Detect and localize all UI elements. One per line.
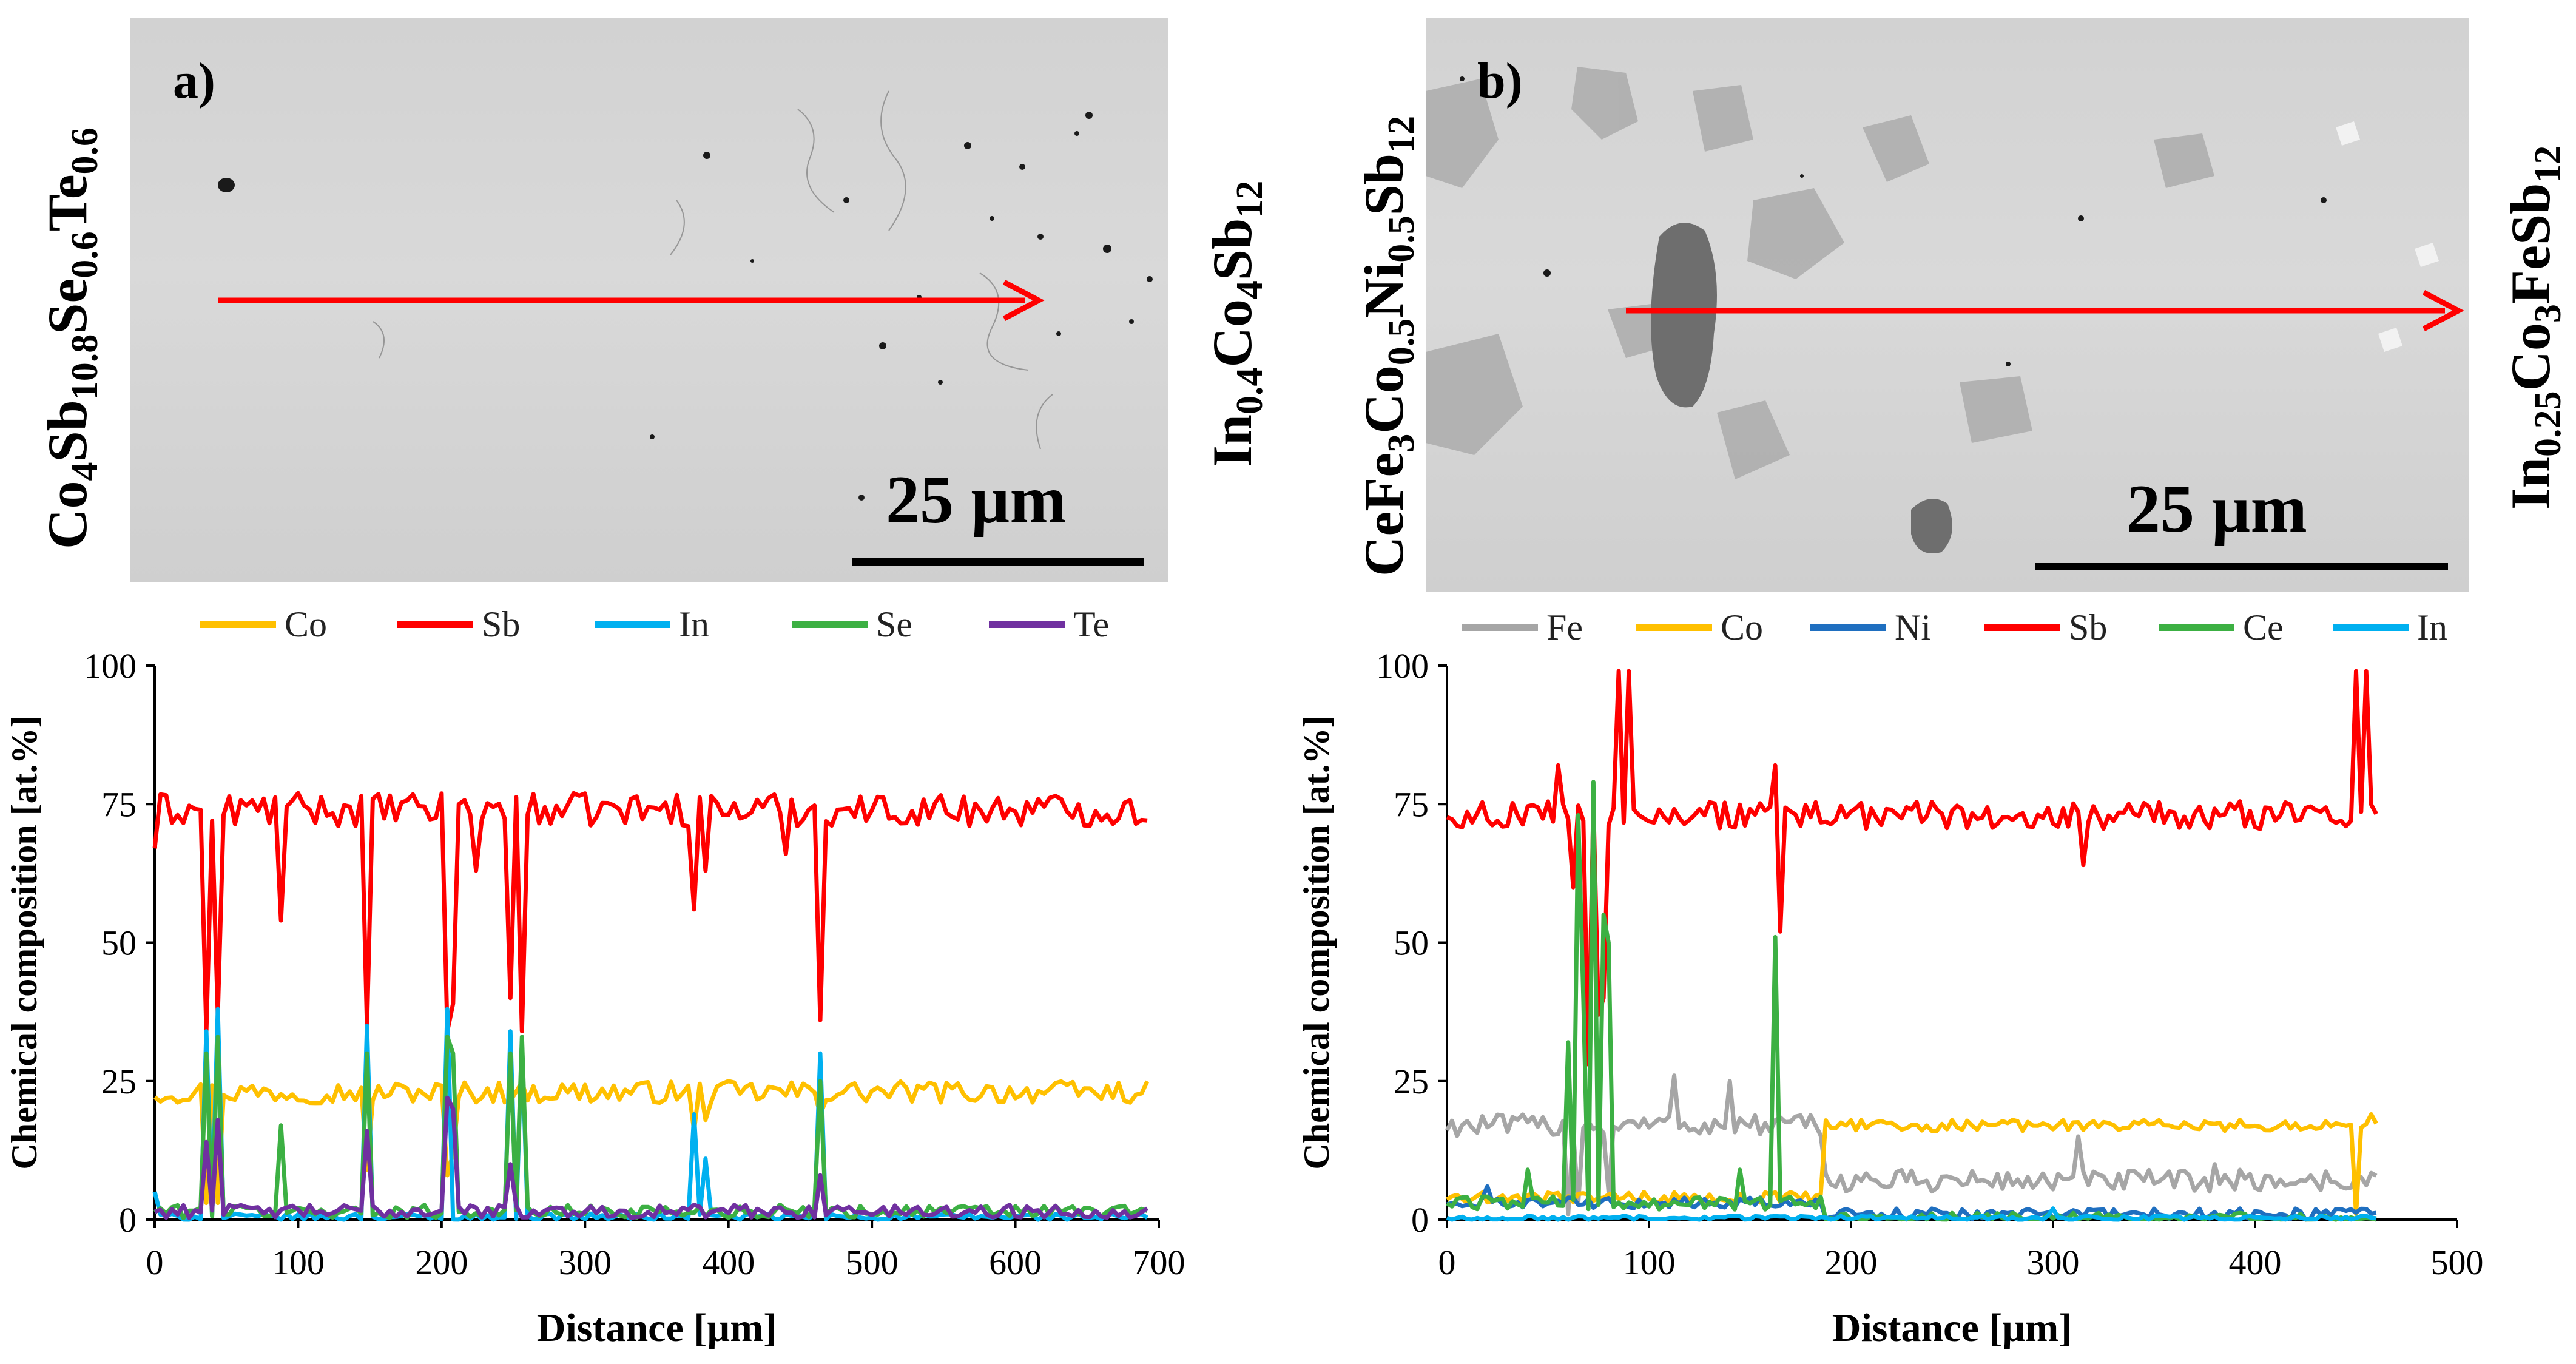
y-tick-label: 50 <box>1394 923 1429 963</box>
y-tick-label: 50 <box>101 923 137 963</box>
chart-a: 0 25 50 75 100 0 100 200 300 400 500 600 700 Distance… <box>4 646 1185 1350</box>
x-axis-label: Distance [µm] <box>1832 1306 2072 1350</box>
legend-swatch <box>397 621 473 628</box>
legend-swatch <box>1810 624 1886 631</box>
series-line-in <box>152 1007 1149 1222</box>
series-line-in <box>1446 1206 2377 1222</box>
series-line-co <box>153 1079 1150 1206</box>
scale-text-a: 25 µm <box>886 462 1067 538</box>
legend-label: Co <box>285 604 328 644</box>
x-tick-label: 600 <box>989 1243 1042 1282</box>
legend-swatch <box>1636 624 1712 631</box>
y-axis-label: Chemical composition [at.%] <box>1296 715 1337 1169</box>
x-tick-label: 200 <box>415 1243 468 1282</box>
y-tick-label: 75 <box>1394 785 1429 824</box>
legend-item-te: Te <box>989 604 1186 646</box>
legend-b: Fe Co Ni Sb Ce In <box>1462 607 2507 649</box>
x-tick-label: 100 <box>272 1243 325 1282</box>
series-line-co <box>1446 1112 2378 1217</box>
sem-texture-a <box>218 90 1153 501</box>
scale-bar-b <box>2035 563 2448 570</box>
x-tick-label: 0 <box>1438 1243 1456 1282</box>
legend-label: Se <box>876 604 912 644</box>
scan-arrow-a <box>218 280 1045 321</box>
legend-swatch <box>595 621 670 628</box>
legend-swatch <box>792 621 868 628</box>
y-tick-label: 25 <box>101 1062 137 1101</box>
legend-swatch <box>2333 624 2409 631</box>
x-tick-label: 100 <box>1623 1243 1676 1282</box>
x-tick-label: 500 <box>2431 1243 2484 1282</box>
x-tick-label: 200 <box>1825 1243 1878 1282</box>
y-axis-label: Chemical composition [at.%] <box>4 715 44 1169</box>
y-tick-label: 0 <box>119 1200 137 1240</box>
legend-swatch <box>1462 624 1538 631</box>
legend-item-ni: Ni <box>1810 607 1984 649</box>
legend-item-co: Co <box>1636 607 1810 649</box>
x-tick-label: 400 <box>702 1243 755 1282</box>
legend-item-in: In <box>595 604 792 646</box>
sem-texture-b <box>1426 67 2439 553</box>
panel-label-a: a) <box>173 53 215 109</box>
legend-item-ce: Ce <box>2159 607 2333 649</box>
legend-swatch <box>1984 624 2060 631</box>
legend-swatch <box>2159 624 2234 631</box>
legend-label: Ni <box>1895 607 1931 647</box>
legend-label: Te <box>1073 604 1110 644</box>
series-line-sb <box>152 791 1148 1034</box>
y-tick-label: 25 <box>1394 1062 1429 1101</box>
legend-label: In <box>2417 607 2447 647</box>
legend-label: Sb <box>482 604 521 644</box>
x-tick-label: 300 <box>559 1243 612 1282</box>
x-tick-label: 700 <box>1133 1243 1185 1282</box>
legend-item-sb: Sb <box>397 604 595 646</box>
legend-item-in: In <box>2333 607 2507 649</box>
x-tick-label: 300 <box>2027 1243 2080 1282</box>
series-line-te <box>154 1095 1149 1220</box>
y-tick-label: 100 <box>84 646 137 686</box>
sem-image-b <box>1426 18 2469 592</box>
scan-arrow-b <box>1626 290 2464 331</box>
x-axis-label: Distance [µm] <box>537 1306 777 1350</box>
legend-item-fe: Fe <box>1462 607 1636 649</box>
legend-label: In <box>679 604 709 644</box>
legend-label: Co <box>1721 607 1764 647</box>
legend-label: Ce <box>2243 607 2284 647</box>
legend-swatch <box>989 621 1065 628</box>
legend-a: Co Sb In Se Te <box>200 604 1186 646</box>
x-tick-label: 400 <box>2229 1243 2282 1282</box>
scale-text-b: 25 µm <box>2126 471 2307 547</box>
y-tick-label: 100 <box>1376 646 1429 686</box>
y-tick-label: 75 <box>101 785 137 824</box>
y-tick-label: 0 <box>1411 1200 1429 1240</box>
legend-item-se: Se <box>792 604 989 646</box>
scale-bar-a <box>852 558 1144 566</box>
legend-item-sb: Sb <box>1984 607 2159 649</box>
legend-item-co: Co <box>200 604 397 646</box>
panel-label-b: b) <box>1477 53 1523 109</box>
series-line-ce <box>1446 780 2377 1222</box>
x-tick-label: 0 <box>146 1243 164 1282</box>
legend-label: Sb <box>2069 607 2108 647</box>
legend-swatch <box>200 621 276 628</box>
x-tick-label: 500 <box>846 1243 899 1282</box>
legend-label: Fe <box>1546 607 1583 647</box>
